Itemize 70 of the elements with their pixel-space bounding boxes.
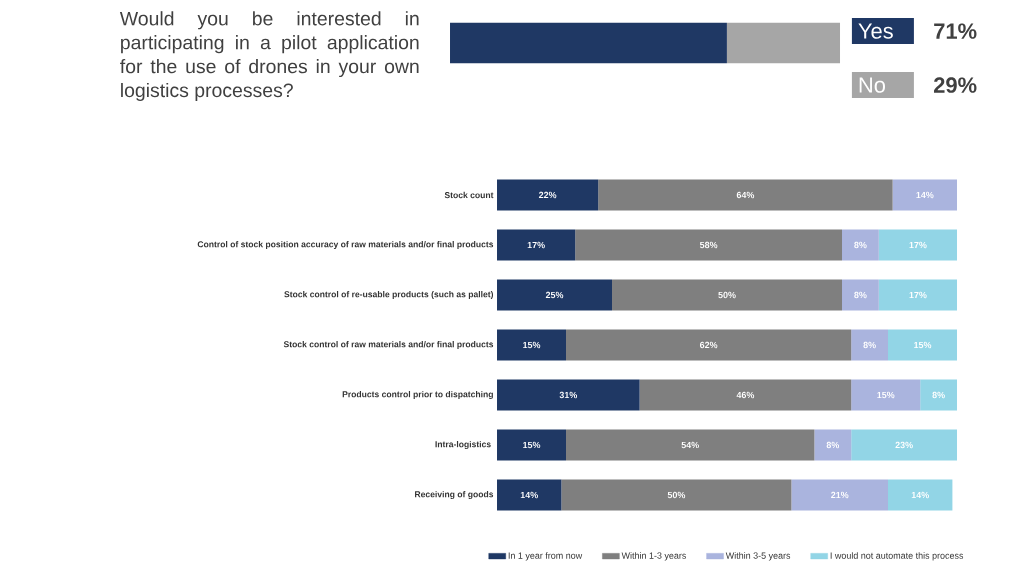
bar: [878, 279, 958, 311]
data-label: 15%: [877, 391, 895, 399]
text: 71%: [934, 23, 977, 39]
bar: [612, 279, 843, 311]
data-label: 8%: [826, 441, 840, 449]
legend-label: Within 1-3 years: [621, 552, 687, 561]
data-label: 15%: [523, 341, 541, 349]
data-label: 23%: [895, 441, 913, 449]
y-tick-label: Stock control of re-usable products (such as pallet): [284, 291, 494, 299]
bar: [497, 229, 576, 261]
bar: [791, 479, 889, 511]
legend-label: In 1 year from now: [508, 552, 583, 561]
legend-label: Within 3-5 years: [725, 552, 791, 561]
bar: [814, 429, 852, 461]
data-label: 46%: [736, 391, 755, 399]
bar: [497, 429, 567, 461]
y-tick-label: Stock count: [444, 191, 494, 199]
bar: [851, 329, 889, 361]
bar: [561, 479, 792, 511]
bar: [892, 179, 958, 211]
y-tick-label: Stock control of raw materials and/or final products: [283, 341, 494, 349]
y-tick-label: Intra-logistics: [435, 440, 491, 449]
data-label: 21%: [831, 491, 849, 499]
bar: [566, 429, 815, 461]
data-label: 8%: [932, 391, 945, 399]
bar: [842, 229, 879, 261]
data-label: 14%: [916, 191, 934, 199]
text: Would you be interested in participating in a pilot application for the use of drones in your own logistics processes?: [119, 11, 419, 102]
bar: [497, 329, 567, 361]
bar: [497, 479, 562, 511]
data-label: 62%: [699, 341, 718, 349]
text: Yes: [858, 23, 893, 39]
bar: [888, 329, 958, 361]
bar: [598, 179, 893, 211]
data-label: 17%: [909, 291, 927, 299]
bar: [888, 479, 953, 511]
bar: [851, 429, 958, 461]
bar: [920, 379, 958, 411]
data-label: 14%: [520, 491, 538, 499]
y-tick-label: Products control prior to dispatching: [342, 390, 493, 399]
bar: [497, 379, 640, 411]
data-label: 50%: [718, 291, 736, 299]
y-tick-label: Receiving of goods: [415, 490, 494, 499]
data-label: 15%: [914, 341, 932, 349]
bar: [566, 329, 852, 361]
data-label: 54%: [681, 441, 699, 449]
data-label: 8%: [854, 241, 867, 249]
data-label: 25%: [545, 291, 564, 299]
y-tick-label: Control of stock position accuracy of raw materials and/or final products: [197, 241, 494, 249]
bar: [878, 229, 958, 261]
bar: [851, 379, 921, 411]
bar: [497, 279, 613, 311]
legend-label: I would not automate this process: [830, 552, 964, 561]
data-label: 17%: [909, 241, 927, 249]
data-label: 64%: [736, 191, 755, 199]
data-label: 14%: [911, 491, 929, 499]
data-label: 8%: [863, 341, 876, 349]
data-label: 58%: [699, 241, 718, 249]
bar: [639, 379, 852, 411]
bar: [842, 279, 879, 311]
data-label: 8%: [854, 291, 867, 299]
bar: [497, 179, 599, 211]
data-label: 17%: [527, 241, 545, 249]
bar: [575, 229, 843, 261]
series-label: No: [859, 77, 885, 93]
text: 29%: [934, 77, 977, 93]
data-label: 22%: [538, 191, 557, 199]
data-label: 31%: [559, 391, 578, 399]
data-label: 50%: [667, 491, 686, 499]
data-label: 15%: [523, 441, 541, 449]
